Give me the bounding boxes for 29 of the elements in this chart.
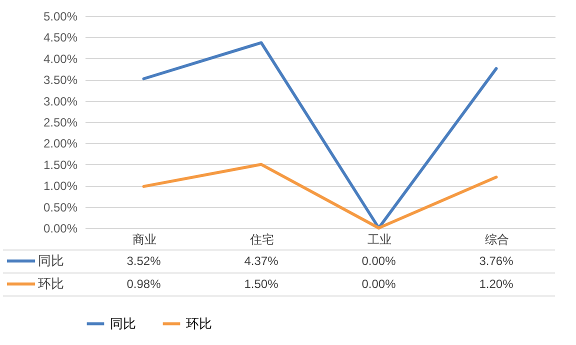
- line-series: [142, 162, 498, 230]
- text: 环比: [38, 276, 64, 291]
- y-tick-label: 1.00%: [43, 179, 78, 194]
- y-tick-label: 3.50%: [43, 73, 78, 88]
- data-label: 0.98%: [126, 277, 162, 291]
- y-tick-label: 4.50%: [43, 30, 78, 45]
- x-tick-label: 商业: [132, 232, 156, 246]
- legend-label: 同比: [38, 253, 64, 268]
- text: 同比: [110, 316, 136, 331]
- legend-label: 环比: [186, 316, 212, 331]
- y-tick-label: 5.00%: [43, 10, 78, 24]
- data-label: 0.00%: [362, 277, 396, 291]
- y-tick-label: 2.00%: [43, 136, 78, 151]
- data-label: 1.50%: [244, 277, 279, 291]
- data-label: 3.76%: [479, 254, 514, 268]
- data-label: 1.20%: [479, 277, 514, 291]
- x-tick-label: 工业: [367, 232, 392, 246]
- line-series: [142, 41, 498, 230]
- x-tick-label: 综合: [484, 232, 509, 246]
- y-tick-label: 3.00%: [43, 94, 78, 108]
- data-label: 0.00%: [362, 254, 396, 268]
- y-tick-label: 0.00%: [43, 222, 78, 236]
- y-tick-label: 1.50%: [43, 158, 78, 172]
- y-tick-label: 2.50%: [43, 116, 78, 130]
- y-tick-label: 0.50%: [43, 200, 78, 214]
- data-label: 4.37%: [244, 254, 279, 268]
- data-label: 3.52%: [126, 254, 162, 268]
- y-tick-label: 4.00%: [43, 52, 78, 66]
- x-tick-label: 住宅: [248, 232, 274, 246]
